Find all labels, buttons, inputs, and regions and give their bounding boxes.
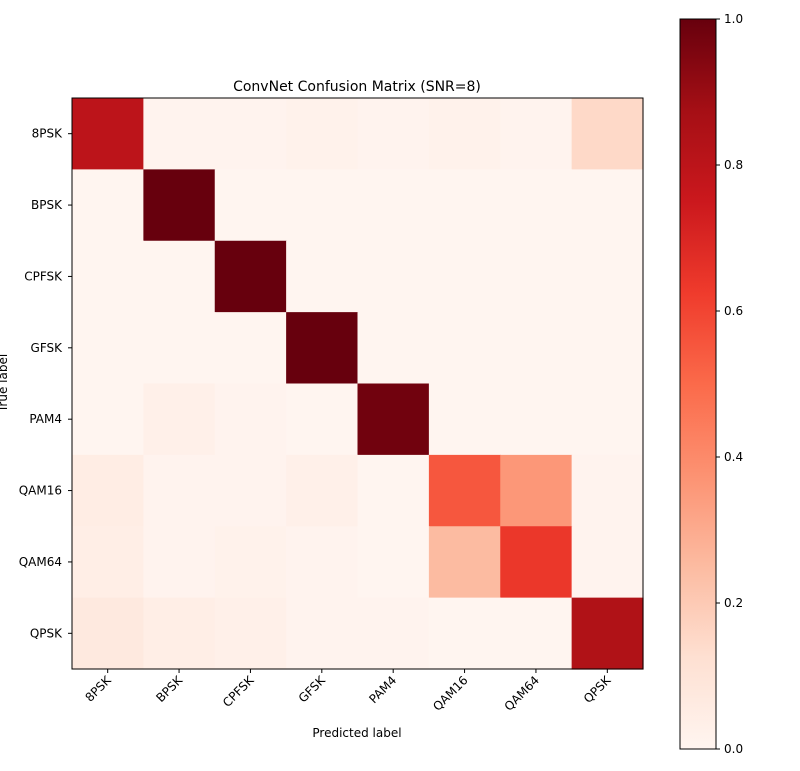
x-tick-label: QPSK [581, 672, 614, 705]
x-tick-label: QAM16 [430, 673, 471, 714]
heatmap-cell [500, 312, 573, 385]
heatmap-cell [428, 597, 501, 670]
heatmap-cells [72, 98, 644, 670]
x-tick-label: BPSK [153, 672, 186, 705]
x-tick-label: PAM4 [366, 673, 399, 706]
plot-frame [71, 97, 644, 670]
heatmap-cell [72, 383, 144, 456]
heatmap-cell [500, 454, 573, 527]
heatmap-cell [500, 98, 573, 170]
heatmap-cell [286, 98, 359, 170]
heatmap-cell [428, 98, 501, 170]
y-tick-label: PAM4 [29, 412, 62, 426]
heatmap-cell [214, 526, 287, 599]
heatmap-cell [357, 312, 430, 385]
heatmap-cell [143, 98, 216, 170]
heatmap-cell [571, 383, 644, 456]
y-tick-label: CPFSK [24, 269, 63, 283]
heatmap-cell [571, 454, 644, 527]
heatmap-cell [571, 597, 644, 670]
y-tick-label: BPSK [31, 198, 63, 212]
heatmap-cell [357, 526, 430, 599]
heatmap-cell [214, 312, 287, 385]
heatmap-cell [143, 454, 216, 527]
heatmap-cell [500, 240, 573, 313]
y-tick-label: QAM64 [19, 555, 62, 569]
heatmap-cell [214, 383, 287, 456]
colorbar-tick-label: 1.0 [724, 12, 743, 26]
heatmap-cell [428, 526, 501, 599]
heatmap-cell [500, 526, 573, 599]
heatmap-cell [72, 454, 144, 527]
colorbar-tick-label: 0.4 [724, 450, 743, 464]
heatmap-cell [214, 597, 287, 670]
colorbar-tick-label: 0.2 [724, 596, 743, 610]
x-tick-label: QAM64 [502, 673, 543, 714]
chart-title: ConvNet Confusion Matrix (SNR=8) [233, 79, 481, 95]
heatmap-cell [357, 169, 430, 242]
y-tick-label: 8PSK [32, 127, 63, 141]
heatmap-cell [571, 240, 644, 313]
heatmap-cell [571, 312, 644, 385]
heatmap-cell [143, 169, 216, 242]
x-tick-label: CPFSK [220, 672, 257, 709]
heatmap-cell [571, 526, 644, 599]
heatmap-cell [500, 169, 573, 242]
heatmap-cell [72, 597, 144, 670]
heatmap-cell [428, 240, 501, 313]
y-axis-label: True label [0, 354, 10, 413]
y-tick-label: GFSK [31, 341, 64, 355]
colorbar-tick-label: 0.6 [724, 304, 743, 318]
heatmap-cell [357, 454, 430, 527]
heatmap-cell [286, 169, 359, 242]
heatmap-cell [357, 240, 430, 313]
heatmap-cell [143, 526, 216, 599]
heatmap-cell [143, 240, 216, 313]
heatmap-cell [143, 597, 216, 670]
heatmap-cell [500, 597, 573, 670]
heatmap-cell [286, 454, 359, 527]
heatmap-cell [286, 383, 359, 456]
heatmap-cell [143, 383, 216, 456]
heatmap-cell [214, 240, 287, 313]
heatmap-cell [72, 240, 144, 313]
colorbar-tick-label: 0.8 [724, 158, 743, 172]
heatmap-cell [72, 312, 144, 385]
heatmap-cell [72, 98, 144, 170]
x-axis-label: Predicted label [312, 726, 401, 740]
x-tick-label: GFSK [296, 672, 329, 705]
y-tick-label: QAM16 [19, 484, 62, 498]
heatmap-cell [143, 312, 216, 385]
x-tick-label: 8PSK [82, 672, 114, 704]
heatmap-cell [428, 454, 501, 527]
heatmap-cell [286, 526, 359, 599]
y-axis-ticks: 8PSK BPSK CPFSK GFSK PAM4 QAM16 QAM64 QPSK [19, 127, 72, 640]
heatmap-cell [357, 98, 430, 170]
heatmap-cell [500, 383, 573, 456]
heatmap-cell [357, 597, 430, 670]
heatmap-cell [571, 169, 644, 242]
y-tick-label: QPSK [30, 626, 63, 640]
heatmap-cell [72, 526, 144, 599]
heatmap-cell [214, 98, 287, 170]
heatmap-cell [571, 98, 644, 170]
colorbar-ticks: 0.0 0.2 0.4 0.6 0.8 1.0 [716, 12, 743, 756]
heatmap-cell [214, 169, 287, 242]
heatmap-cell [428, 312, 501, 385]
heatmap-cell [72, 169, 144, 242]
heatmap-cell [286, 240, 359, 313]
heatmap-cell [286, 312, 359, 385]
heatmap-cell [428, 169, 501, 242]
heatmap-cell [428, 383, 501, 456]
colorbar [679, 18, 717, 750]
heatmap-cell [357, 383, 430, 456]
heatmap-cell [214, 454, 287, 527]
heatmap-cell [286, 597, 359, 670]
x-axis-ticks: 8PSK BPSK CPFSK GFSK PAM4 QAM16 QAM64 QPSK [82, 669, 614, 714]
colorbar-tick-label: 0.0 [724, 742, 743, 756]
